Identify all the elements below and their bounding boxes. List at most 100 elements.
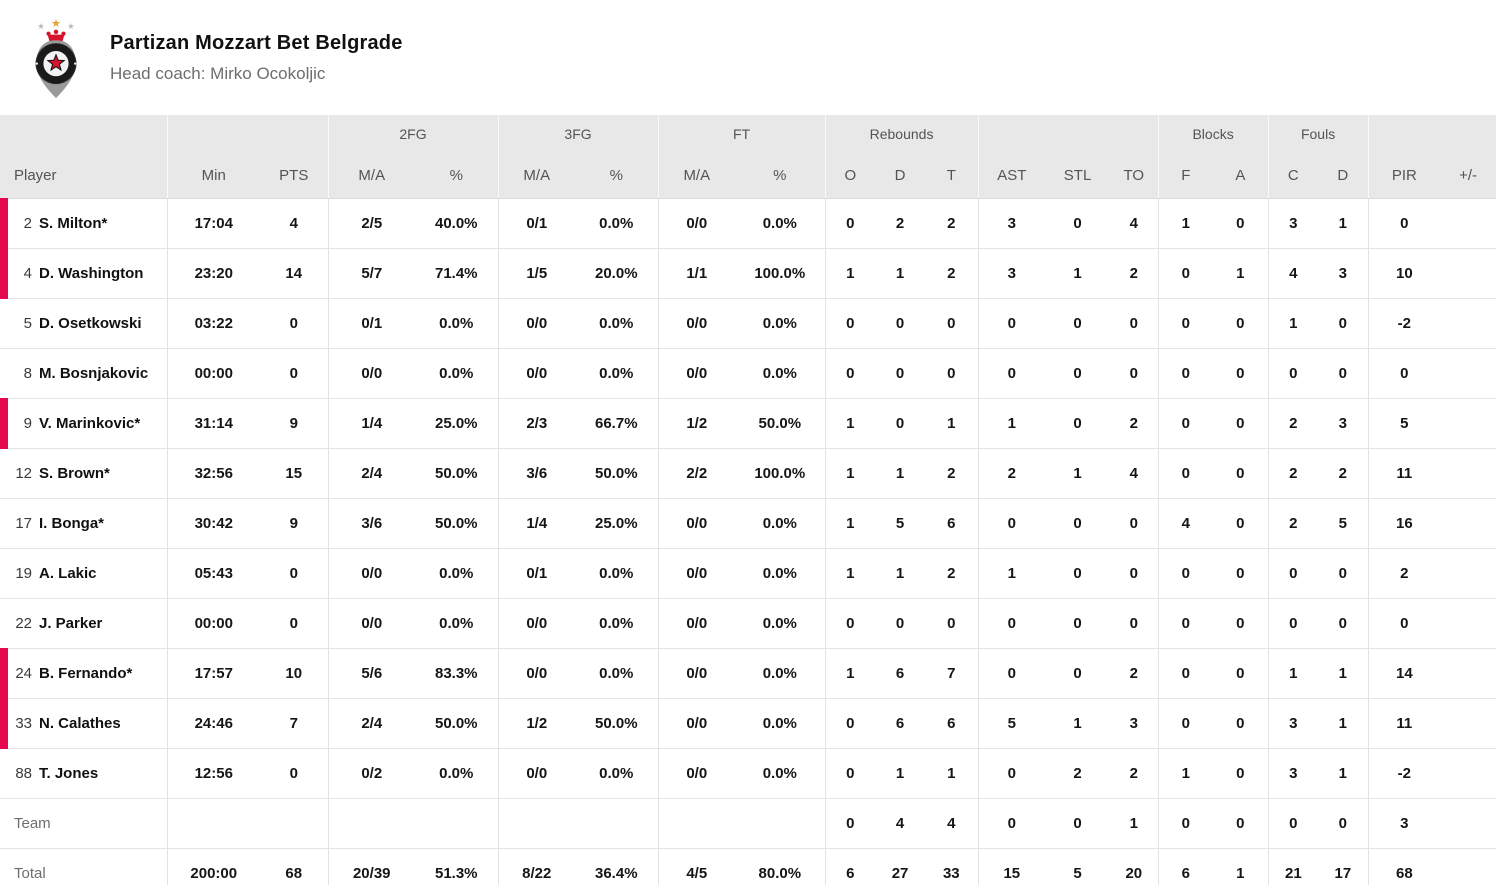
player-name: A. Lakic xyxy=(39,565,97,582)
col-header-reb-t: T xyxy=(925,153,979,199)
player-cell: 2 S. Milton* xyxy=(0,198,168,249)
cell-to: 0 xyxy=(1110,348,1159,399)
cell-blk_f: 0 xyxy=(1158,248,1214,299)
col-header-2fg-pct: % xyxy=(415,153,499,199)
player-name: D. Osetkowski xyxy=(39,315,142,332)
cell-fg3_ma: 0/0 xyxy=(498,598,576,649)
cell-stl: 2 xyxy=(1045,748,1111,799)
cell-pts: 68 xyxy=(260,848,329,885)
cell-fg3_pct: 66.7% xyxy=(575,398,659,449)
group-header-row: 2FG 3FG FT Rebounds Blocks Fouls xyxy=(0,115,1496,153)
team-name: Partizan Mozzart Bet Belgrade xyxy=(110,31,403,54)
total-row: Total 200:00 68 20/39 51.3% 8/22 36.4% 4/5 80.0%… xyxy=(0,848,1496,885)
cell-foul_c: 2 xyxy=(1268,398,1319,449)
cell-fg2_pct: 83.3% xyxy=(415,648,499,699)
cell-plus_minus xyxy=(1440,648,1496,699)
cell-pts: 0 xyxy=(260,598,329,649)
cell-fg2_pct: 0.0% xyxy=(415,548,499,599)
cell-ft_pct: 0.0% xyxy=(735,348,826,399)
cell-fg2_pct: 0.0% xyxy=(415,748,499,799)
cell-foul_c: 1 xyxy=(1268,298,1319,349)
cell-reb_d: 0 xyxy=(875,598,926,649)
group-header-2fg: 2FG xyxy=(328,115,499,153)
cell-min: 00:00 xyxy=(167,598,260,649)
cell-pir: 5 xyxy=(1368,398,1441,449)
player-row: 5 D. Osetkowski 03:22 0 0/1 0.0% 0/0 0.0% 0/0 0.0… xyxy=(0,298,1496,349)
cell-foul_d: 5 xyxy=(1318,498,1369,549)
team-row: Team 0 4 4 0 0 1 0 0 0 0 3 xyxy=(0,798,1496,849)
group-header-blocks: Blocks xyxy=(1158,115,1269,153)
cell-fg2_pct: 40.0% xyxy=(415,198,499,249)
cell-to: 1 xyxy=(1110,798,1159,849)
cell-fg3_pct xyxy=(575,798,659,849)
cell-ft_ma: 0/0 xyxy=(658,748,736,799)
cell-min: 24:46 xyxy=(167,698,260,749)
cell-reb_t: 2 xyxy=(925,248,979,299)
cell-reb_t: 0 xyxy=(925,298,979,349)
cell-reb_d: 6 xyxy=(875,698,926,749)
cell-min: 00:00 xyxy=(167,348,260,399)
cell-fg3_ma: 0/0 xyxy=(498,748,576,799)
cell-min: 200:00 xyxy=(167,848,260,885)
cell-reb_t: 6 xyxy=(925,698,979,749)
cell-to: 0 xyxy=(1110,598,1159,649)
player-row: 9 V. Marinkovic* 31:14 9 1/4 25.0% 2/3 66.7% 1/2… xyxy=(0,398,1496,449)
cell-ft_ma xyxy=(658,798,736,849)
cell-fg3_ma xyxy=(498,798,576,849)
player-row: 8 M. Bosnjakovic 00:00 0 0/0 0.0% 0/0 0.0% 0/0 0.… xyxy=(0,348,1496,399)
cell-pir: -2 xyxy=(1368,298,1441,349)
cell-ft_ma: 0/0 xyxy=(658,348,736,399)
cell-plus_minus xyxy=(1440,798,1496,849)
cell-fg3_pct: 0.0% xyxy=(575,298,659,349)
group-header-3fg: 3FG xyxy=(498,115,659,153)
cell-fg2_pct: 25.0% xyxy=(415,398,499,449)
cell-blk_f: 0 xyxy=(1158,448,1214,499)
cell-reb_d: 6 xyxy=(875,648,926,699)
cell-foul_d: 1 xyxy=(1318,698,1369,749)
cell-ft_pct: 0.0% xyxy=(735,598,826,649)
cell-ft_pct: 50.0% xyxy=(735,398,826,449)
col-header-to: TO xyxy=(1110,153,1159,199)
player-row: 17 I. Bonga* 30:42 9 3/6 50.0% 1/4 25.0% 0/0 0.0%… xyxy=(0,498,1496,549)
cell-fg2_ma: 2/4 xyxy=(328,698,415,749)
cell-pts: 14 xyxy=(260,248,329,299)
cell-plus_minus xyxy=(1440,348,1496,399)
cell-blk_a: 0 xyxy=(1213,298,1269,349)
jersey-number: 4 xyxy=(23,265,32,282)
cell-reb_t: 0 xyxy=(925,348,979,399)
partizan-crest-icon: ★ ★ ★ xyxy=(28,16,84,100)
cell-foul_c: 2 xyxy=(1268,498,1319,549)
cell-fg2_ma: 0/0 xyxy=(328,548,415,599)
cell-reb_d: 0 xyxy=(875,398,926,449)
cell-ft_ma: 1/2 xyxy=(658,398,736,449)
cell-stl: 0 xyxy=(1045,498,1111,549)
col-header-reb-d: D xyxy=(875,153,926,199)
cell-stl: 0 xyxy=(1045,798,1111,849)
player-name: B. Fernando* xyxy=(39,665,133,682)
player-name: M. Bosnjakovic xyxy=(39,365,149,382)
cell-foul_d: 1 xyxy=(1318,748,1369,799)
jersey-number: 9 xyxy=(23,415,32,432)
cell-foul_d: 0 xyxy=(1318,348,1369,399)
cell-pts: 0 xyxy=(260,348,329,399)
jersey-number: 19 xyxy=(15,565,32,582)
cell-reb_t: 7 xyxy=(925,648,979,699)
player-row: 24 B. Fernando* 17:57 10 5/6 83.3% 0/0 0.0% 0/0 0… xyxy=(0,648,1496,699)
cell-fg3_pct: 0.0% xyxy=(575,648,659,699)
cell-foul_c: 3 xyxy=(1268,198,1319,249)
cell-min xyxy=(167,798,260,849)
cell-ft_pct: 0.0% xyxy=(735,698,826,749)
col-header-blk-a: A xyxy=(1213,153,1269,199)
cell-fg3_pct: 50.0% xyxy=(575,698,659,749)
cell-ast: 0 xyxy=(978,798,1046,849)
cell-reb_d: 1 xyxy=(875,748,926,799)
cell-pir: 0 xyxy=(1368,198,1441,249)
col-header-stl: STL xyxy=(1045,153,1111,199)
cell-reb_d: 5 xyxy=(875,498,926,549)
col-header-3fg-ma: M/A xyxy=(498,153,576,199)
cell-min: 30:42 xyxy=(167,498,260,549)
cell-to: 2 xyxy=(1110,398,1159,449)
cell-fg3_pct: 50.0% xyxy=(575,448,659,499)
player-row: 88 T. Jones 12:56 0 0/2 0.0% 0/0 0.0% 0/0 0.0% 0 1 1… xyxy=(0,748,1496,799)
cell-ft_pct: 100.0% xyxy=(735,448,826,499)
